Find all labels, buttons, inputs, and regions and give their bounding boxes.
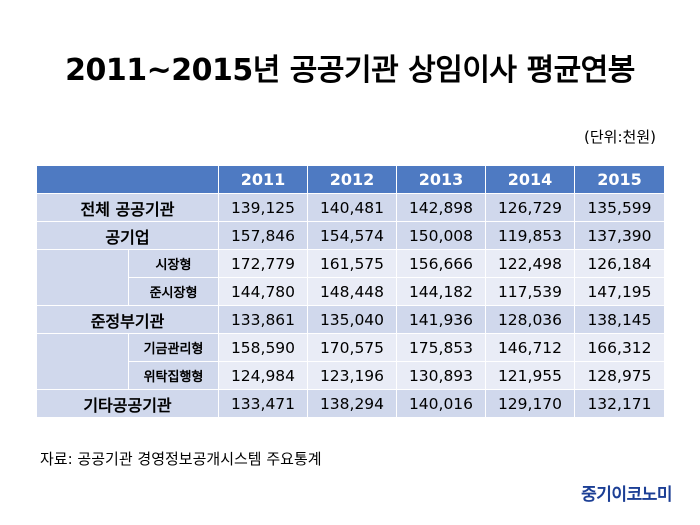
table-row: 위탁집행형 124,984 123,196 130,893 121,955 12… bbox=[37, 361, 665, 390]
table-row: 준정부기관 133,861 135,040 141,936 128,036 13… bbox=[36, 305, 665, 334]
row-label: 공기업 bbox=[36, 221, 219, 250]
table-cell: 138,145 bbox=[574, 305, 665, 334]
row-label: 전체 공공기관 bbox=[36, 193, 219, 222]
table-row: 공기업 157,846 154,574 150,008 119,853 137,… bbox=[36, 221, 665, 250]
table-cell: 140,481 bbox=[307, 193, 397, 222]
table-cell: 150,008 bbox=[396, 221, 486, 250]
table-row: 준시장형 144,780 148,448 144,182 117,539 147… bbox=[37, 277, 665, 306]
unit-label: (단위:천원) bbox=[584, 128, 656, 146]
row-label: 시장형 bbox=[128, 249, 219, 278]
header-year: 2011 bbox=[218, 165, 308, 194]
table-cell: 126,184 bbox=[574, 249, 665, 278]
table-cell: 139,125 bbox=[218, 193, 308, 222]
table-cell: 144,780 bbox=[218, 277, 308, 306]
table-cell: 175,853 bbox=[396, 333, 486, 362]
table-cell: 117,539 bbox=[485, 277, 575, 306]
table-cell: 128,975 bbox=[574, 361, 665, 390]
table-cell: 128,036 bbox=[485, 305, 575, 334]
row-label: 위탁집행형 bbox=[128, 361, 219, 390]
table-cell: 130,893 bbox=[396, 361, 486, 390]
table-cell: 135,599 bbox=[574, 193, 665, 222]
row-label: 준시장형 bbox=[128, 277, 219, 306]
table-cell: 147,195 bbox=[574, 277, 665, 306]
table-row: 시장형 172,779 161,575 156,666 122,498 126,… bbox=[36, 249, 665, 306]
table-row: 기금관리형 158,590 170,575 175,853 146,712 16… bbox=[36, 333, 665, 390]
group-spacer bbox=[36, 333, 129, 390]
salary-table: 2011 2012 2013 2014 2015 전체 공공기관 139,125… bbox=[36, 165, 665, 418]
table-cell: 121,955 bbox=[485, 361, 575, 390]
table-cell: 156,666 bbox=[396, 249, 486, 278]
table-cell: 141,936 bbox=[396, 305, 486, 334]
row-label: 준정부기관 bbox=[36, 305, 219, 334]
table-cell: 129,170 bbox=[485, 389, 575, 418]
table-cell: 119,853 bbox=[485, 221, 575, 250]
group-spacer bbox=[36, 249, 129, 306]
publisher-logo: 중기이코노미 bbox=[581, 485, 672, 505]
header-year: 2014 bbox=[485, 165, 575, 194]
table-cell: 142,898 bbox=[396, 193, 486, 222]
table-cell: 172,779 bbox=[218, 249, 308, 278]
table-cell: 146,712 bbox=[485, 333, 575, 362]
table-cell: 133,471 bbox=[218, 389, 308, 418]
header-row: 2011 2012 2013 2014 2015 bbox=[36, 165, 665, 194]
table-cell: 170,575 bbox=[307, 333, 397, 362]
table-cell: 132,171 bbox=[574, 389, 665, 418]
table-cell: 138,294 bbox=[307, 389, 397, 418]
table-cell: 158,590 bbox=[218, 333, 308, 362]
table-cell: 124,984 bbox=[218, 361, 308, 390]
table-cell: 148,448 bbox=[307, 277, 397, 306]
table-cell: 123,196 bbox=[307, 361, 397, 390]
table-cell: 144,182 bbox=[396, 277, 486, 306]
table-cell: 126,729 bbox=[485, 193, 575, 222]
table-cell: 166,312 bbox=[574, 333, 665, 362]
header-corner bbox=[36, 165, 219, 194]
table-cell: 122,498 bbox=[485, 249, 575, 278]
source-note: 자료: 공공기관 경영정보공개시스템 주요통계 bbox=[40, 450, 322, 468]
header-year: 2015 bbox=[574, 165, 665, 194]
row-label: 기타공공기관 bbox=[36, 389, 219, 418]
header-year: 2012 bbox=[307, 165, 397, 194]
header-year: 2013 bbox=[396, 165, 486, 194]
table-cell: 157,846 bbox=[218, 221, 308, 250]
table-cell: 135,040 bbox=[307, 305, 397, 334]
table-cell: 133,861 bbox=[218, 305, 308, 334]
table-row: 기타공공기관 133,471 138,294 140,016 129,170 1… bbox=[36, 389, 665, 418]
table-cell: 161,575 bbox=[307, 249, 397, 278]
table-row: 전체 공공기관 139,125 140,481 142,898 126,729 … bbox=[36, 193, 665, 222]
table-cell: 154,574 bbox=[307, 221, 397, 250]
page-title: 2011~2015년 공공기관 상임이사 평균연봉 bbox=[65, 53, 635, 88]
row-label: 기금관리형 bbox=[128, 333, 219, 362]
table-cell: 140,016 bbox=[396, 389, 486, 418]
table-cell: 137,390 bbox=[574, 221, 665, 250]
